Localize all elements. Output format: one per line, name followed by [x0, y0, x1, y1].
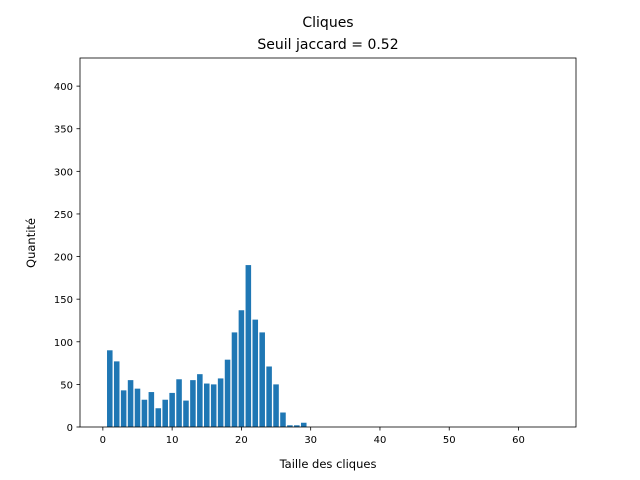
bar — [120, 390, 127, 427]
bar — [266, 366, 272, 427]
bar — [204, 383, 210, 427]
y-axis-label: Quantité — [24, 218, 38, 268]
bar — [294, 425, 300, 427]
bar — [224, 359, 231, 427]
bar — [183, 400, 189, 427]
x-axis-ticks: 0 10 20 30 40 50 60 — [100, 427, 525, 446]
bar — [162, 399, 168, 427]
y-tick-label: 300 — [54, 167, 73, 178]
bar — [113, 361, 120, 427]
x-tick-label: 10 — [166, 435, 179, 446]
x-tick-label: 40 — [374, 435, 387, 446]
plot-frame — [79, 57, 577, 428]
x-tick-label: 50 — [443, 435, 456, 446]
y-tick-label: 250 — [54, 210, 73, 221]
bar — [231, 332, 238, 427]
bar — [259, 332, 265, 427]
bar — [169, 392, 175, 427]
bar — [127, 380, 134, 427]
bar — [148, 392, 155, 427]
y-tick-label: 200 — [54, 253, 73, 264]
bar — [245, 265, 252, 427]
x-tick-label: 20 — [235, 435, 248, 446]
bar — [287, 425, 293, 427]
bar — [210, 384, 217, 427]
bar — [197, 374, 203, 427]
y-tick-label: 0 — [67, 423, 73, 434]
y-axis-ticks: 0 50 100 150 200 250 300 350 400 — [54, 82, 80, 434]
bar — [238, 310, 245, 427]
y-tick-label: 350 — [54, 125, 73, 136]
bar — [107, 350, 113, 427]
bar — [273, 384, 279, 427]
bar — [280, 412, 286, 427]
chart-title: Cliques — [302, 15, 353, 31]
y-tick-label: 50 — [60, 380, 73, 391]
bar — [300, 422, 307, 427]
chart-subtitle: Seuil jaccard = 0.52 — [257, 37, 398, 53]
x-tick-label: 30 — [304, 435, 317, 446]
bar-group — [107, 265, 307, 427]
bar — [176, 379, 182, 427]
bar — [134, 388, 141, 427]
x-tick-label: 60 — [512, 435, 525, 446]
x-axis-label: Taille des cliques — [279, 457, 377, 471]
bar — [217, 378, 224, 427]
bar — [155, 408, 162, 427]
bar — [252, 319, 259, 427]
x-tick-label: 0 — [100, 435, 106, 446]
bar — [141, 399, 148, 427]
y-tick-label: 150 — [54, 295, 73, 306]
y-tick-label: 100 — [54, 338, 73, 349]
y-tick-label: 400 — [54, 82, 73, 93]
bar — [190, 380, 196, 427]
